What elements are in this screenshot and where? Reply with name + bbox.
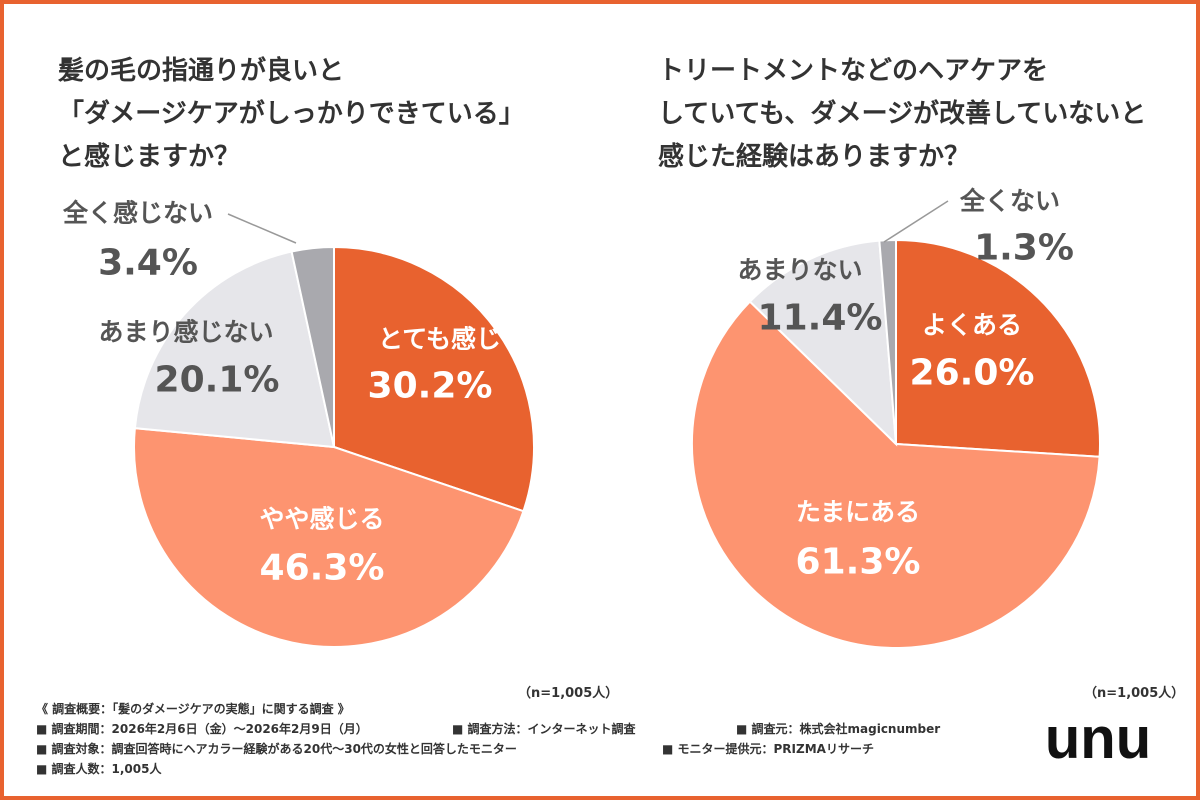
survey-provider: ■ モニター提供元：PRIZMAリサーチ xyxy=(662,742,874,756)
survey-target: ■ 調査対象：調査回答時にヘアカラー経験がある20代～30代の女性と回答したモニ… xyxy=(36,742,517,756)
pie-slice-1 xyxy=(333,245,535,513)
slice-category-label: あまりない xyxy=(737,256,862,285)
right-chart-title: トリートメントなどのヘアケアを していても、ダメージが改善していないと 感じた経… xyxy=(658,56,1147,172)
slice-category-label: やや感じる xyxy=(259,505,384,534)
slice-category-label: 全く感じない xyxy=(62,199,213,228)
slice-percent-label: 26.0% xyxy=(910,353,1035,394)
slice-percent-label: 3.4% xyxy=(98,243,198,284)
unu-logo: unu xyxy=(1045,718,1151,762)
slice-category-label: 全くない xyxy=(959,187,1060,216)
pie-slice-3 xyxy=(748,239,898,447)
slice-percent-label: 61.3% xyxy=(796,542,921,583)
survey-method: ■ 調査方法：インターネット調査 xyxy=(452,722,636,736)
slice-percent-label: 30.2% xyxy=(368,366,493,407)
survey-source: ■ 調査元：株式会社magicnumber xyxy=(736,722,941,736)
pie-slice-2 xyxy=(133,427,525,648)
slice-percent-label: 1.3% xyxy=(974,228,1074,269)
pie-slice-2 xyxy=(691,300,1101,649)
leader-line xyxy=(227,213,297,244)
left-pie-chart: とても感じる 30.2% やや感じる 46.3% あまり感じない 20.1% 全く感じない 3… xyxy=(62,199,535,648)
right-pie-chart: よくある 26.0% たまにある 61.3% あまりない 11.4% 全くない 1.3% xyxy=(691,187,1102,649)
slice-percent-label: 20.1% xyxy=(155,360,280,401)
survey-count: ■ 調査人数：1,005人 xyxy=(36,762,162,776)
pie-slice-3 xyxy=(133,250,336,449)
pie-slice-4 xyxy=(290,245,335,448)
pie-slice-1 xyxy=(895,238,1102,458)
survey-period: ■ 調査期間：2026年2月6日（金）～2026年2月9日（月） xyxy=(36,722,368,736)
slice-category-label: あまり感じない xyxy=(98,318,273,347)
left-chart-title: 髪の毛の指通りが良いと 「ダメージケアがしっかりできている」 と感じますか？ xyxy=(58,56,525,172)
slice-category-label: とても感じる xyxy=(378,325,526,354)
survey-heading: 《 調査概要：「髪のダメージケアの実態」に関する調査 》 xyxy=(36,702,350,716)
slice-category-label: たまにある xyxy=(796,498,920,527)
right-sample-size: （n=1,005人） xyxy=(1084,686,1185,701)
svg-text:unu: unu xyxy=(1045,718,1151,762)
slice-percent-label: 46.3% xyxy=(260,548,385,589)
slice-category-label: よくある xyxy=(922,311,1022,340)
slice-percent-label: 11.4% xyxy=(758,298,883,339)
leader-line xyxy=(883,200,949,243)
left-sample-size: （n=1,005人） xyxy=(518,686,619,701)
